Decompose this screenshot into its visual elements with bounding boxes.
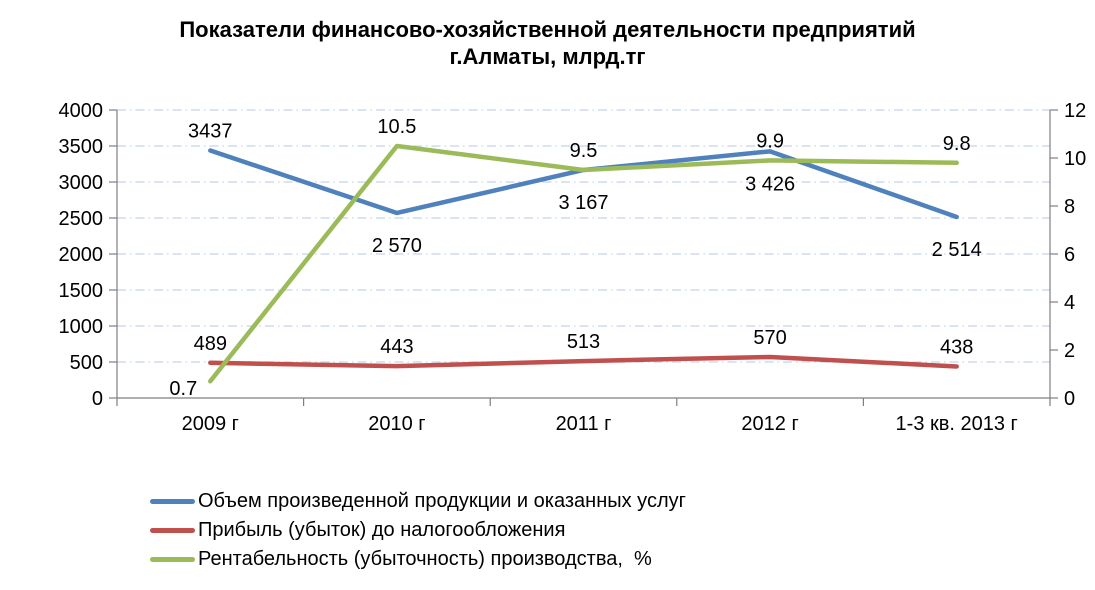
data-label-profitability: 9.5 — [570, 140, 598, 162]
right-axis-tick-label: 0 — [1064, 388, 1075, 410]
data-label-profitability: 9.8 — [943, 133, 971, 155]
x-axis-category-label: 1-3 кв. 2013 г — [896, 413, 1018, 435]
left-axis-tick-label: 2000 — [59, 244, 104, 266]
series-line-profit-before-tax — [208, 354, 959, 369]
chart-title: Показатели финансово-хозяйственной деяте… — [0, 16, 1095, 70]
legend-item-profit-before-tax: Прибыль (убыток) до налогообложения — [150, 516, 686, 545]
data-label-output-volume: 2 514 — [932, 239, 982, 261]
x-axis-category-label: 2011 г — [556, 413, 612, 435]
right-axis-tick-label: 8 — [1064, 196, 1075, 218]
legend-swatch-profitability — [150, 557, 195, 562]
left-axis-tick-label: 3500 — [59, 136, 104, 158]
left-axis-tick-label: 4000 — [59, 100, 104, 122]
data-label-output-volume: 2 570 — [372, 235, 422, 257]
legend: Объем произведенной продукции и оказанны… — [150, 487, 686, 574]
legend-label-profitability: Рентабельность (убыточность) производств… — [198, 548, 652, 570]
data-label-output-volume: 3 167 — [558, 192, 608, 214]
x-axis-category-label: 2009 г — [182, 413, 239, 435]
right-axis-tick-label: 2 — [1064, 340, 1075, 362]
legend-label-output-volume: Объем произведенной продукции и оказанны… — [198, 490, 686, 512]
left-axis-tick-label: 3000 — [59, 172, 104, 194]
data-label-profit-before-tax: 570 — [753, 327, 786, 349]
right-axis-tick-label: 6 — [1064, 244, 1075, 266]
legend-label-profit-before-tax: Прибыль (убыток) до налогообложения — [198, 519, 566, 541]
right-axis-tick-label: 12 — [1064, 100, 1086, 122]
left-axis-tick-label: 0 — [92, 388, 103, 410]
data-label-profitability: 0.7 — [169, 378, 197, 400]
legend-swatch-output-volume — [150, 499, 195, 504]
right-axis-tick-label: 4 — [1064, 292, 1075, 314]
left-axis-tick-label: 500 — [70, 352, 103, 374]
chart-title-line2: г.Алматы, млрд.тг — [449, 44, 646, 69]
series-line-profitability — [208, 143, 959, 384]
data-label-output-volume: 3 426 — [745, 173, 795, 195]
legend-item-output-volume: Объем произведенной продукции и оказанны… — [150, 487, 686, 516]
x-axis-category-label: 2012 г — [741, 413, 798, 435]
data-label-profitability: 9.9 — [756, 130, 784, 152]
left-axis-tick-label: 1000 — [59, 316, 104, 338]
left-axis-tick-label: 2500 — [59, 208, 104, 230]
chart-title-line1: Показатели финансово-хозяйственной деяте… — [179, 17, 916, 42]
legend-item-profitability: Рентабельность (убыточность) производств… — [150, 545, 686, 574]
data-label-profit-before-tax: 489 — [194, 333, 227, 355]
right-axis-tick-label: 10 — [1064, 148, 1086, 170]
data-label-profitability: 10.5 — [377, 116, 416, 138]
legend-swatch-profit-before-tax — [150, 528, 195, 533]
data-label-output-volume: 3437 — [188, 121, 233, 143]
data-label-profit-before-tax: 513 — [567, 331, 600, 353]
data-label-profit-before-tax: 438 — [940, 336, 973, 358]
data-label-profit-before-tax: 443 — [380, 336, 413, 358]
x-axis-category-label: 2010 г — [368, 413, 425, 435]
left-axis-tick-label: 1500 — [59, 280, 104, 302]
